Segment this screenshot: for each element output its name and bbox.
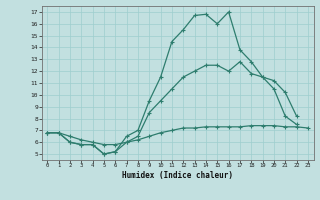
X-axis label: Humidex (Indice chaleur): Humidex (Indice chaleur) xyxy=(122,171,233,180)
